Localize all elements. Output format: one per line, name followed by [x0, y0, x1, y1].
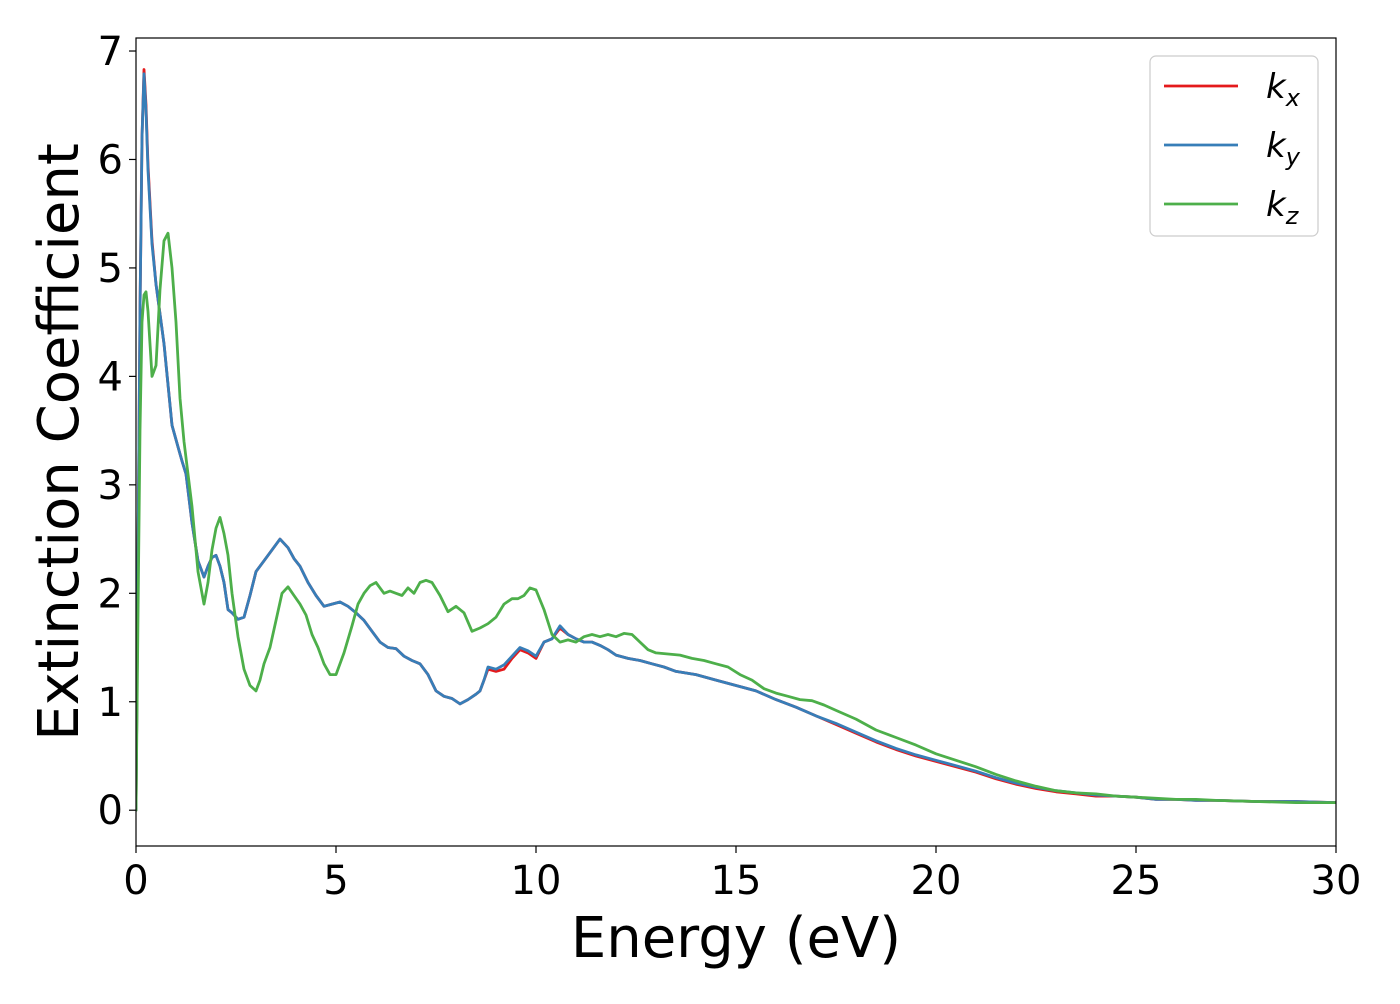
- y-tick-label: 7: [98, 29, 123, 75]
- y-tick-label: 0: [98, 788, 123, 834]
- legend-label-z: kz: [1266, 185, 1300, 230]
- legend: kx ky kz: [1149, 55, 1319, 237]
- x-tick-label: 25: [1111, 858, 1162, 904]
- legend-label-y: ky: [1266, 126, 1301, 171]
- legend-items: kx ky kz: [1164, 67, 1301, 230]
- x-axis-ticks: 0 5 10 15 20 25 30: [123, 846, 1361, 904]
- x-tick-label: 5: [323, 858, 348, 904]
- series-layer: [136, 68, 1336, 812]
- y-tick-label: 2: [98, 571, 123, 617]
- x-tick-label: 15: [711, 858, 762, 904]
- y-axis-label: Extinction Coefficient: [27, 143, 92, 741]
- legend-label-x: kx: [1266, 67, 1301, 112]
- y-tick-label: 5: [98, 246, 123, 292]
- y-tick-label: 4: [98, 354, 123, 400]
- series-line-y: [136, 72, 1336, 812]
- x-axis-label: Energy (eV): [571, 906, 901, 971]
- y-tick-label: 6: [98, 137, 123, 183]
- series-line-z: [136, 231, 1336, 812]
- x-tick-label: 20: [911, 858, 962, 904]
- y-tick-label: 3: [98, 463, 123, 509]
- y-tick-label: 1: [98, 680, 123, 726]
- x-tick-label: 30: [1311, 858, 1362, 904]
- x-tick-label: 10: [511, 858, 562, 904]
- y-axis-ticks: 0 1 2 3 4 5 6 7: [98, 29, 136, 834]
- x-tick-label: 0: [123, 858, 148, 904]
